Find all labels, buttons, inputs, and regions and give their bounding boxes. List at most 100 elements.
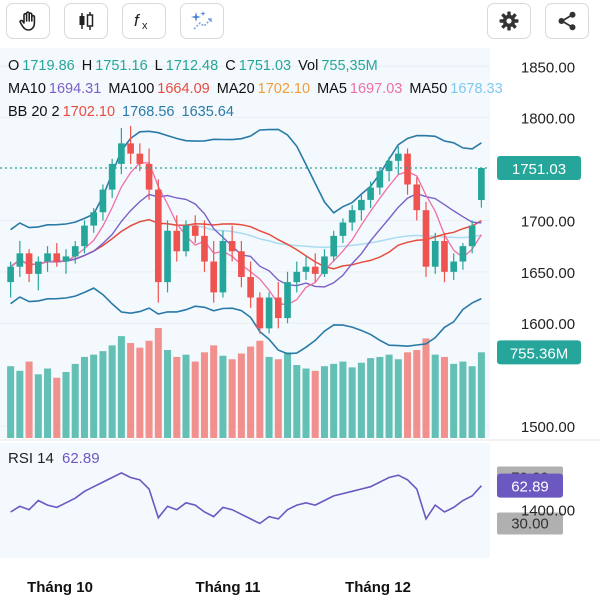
ma10-label: MA10 — [8, 81, 46, 97]
x-axis-label: Tháng 12 — [345, 579, 411, 596]
gear-icon — [499, 11, 519, 31]
candle-body — [348, 210, 356, 223]
volume-bar — [210, 345, 218, 438]
svg-text:f: f — [134, 11, 141, 30]
bb-label: BB 20 2 — [8, 104, 60, 120]
chart-svg[interactable]: 1850.00 1800.00 1700.00 1650.00 1600.00 1500.… — [0, 48, 600, 600]
ohlc-l-label: L — [154, 58, 163, 74]
candle-body — [265, 297, 273, 329]
candle-body — [127, 143, 134, 154]
volume-bar — [99, 351, 107, 438]
candle-body — [154, 189, 162, 283]
volume-bar — [62, 372, 70, 438]
candle-body — [376, 171, 384, 188]
ohlc-c-value: 1751.03 — [238, 58, 292, 74]
price-tick-label: 1700.00 — [521, 213, 575, 230]
chart-type-button[interactable] — [64, 3, 108, 39]
ohlc-h-label: H — [81, 58, 93, 74]
ohlc-l-value: 1712.48 — [165, 58, 219, 74]
candle-body — [367, 187, 374, 200]
volume-bar — [182, 354, 190, 438]
volume-bar — [450, 363, 458, 438]
candle-body — [321, 256, 328, 274]
candle-body — [385, 160, 393, 172]
settings-button[interactable] — [487, 3, 531, 39]
volume-bar — [127, 343, 135, 438]
candle-body — [145, 163, 153, 190]
share-button[interactable] — [545, 3, 589, 39]
volume-bar — [357, 362, 365, 438]
ma10-line — [10, 192, 482, 288]
ma100-value: 1664.09 — [157, 81, 210, 97]
rsi-30-badge — [497, 512, 563, 535]
volume-bar — [145, 340, 153, 438]
volume-bar — [191, 361, 199, 438]
ma50-label: MA50 — [409, 81, 448, 97]
candle-body — [413, 184, 421, 211]
candle-body — [459, 246, 467, 262]
x-axis-label: Tháng 11 — [195, 579, 260, 596]
candle-body — [90, 212, 98, 226]
price-tick-label: 1850.00 — [521, 59, 575, 76]
candle-body — [284, 282, 291, 319]
candle-body — [302, 266, 310, 272]
volume-bar — [477, 352, 485, 438]
volume-bar — [422, 338, 430, 438]
volume-bar — [71, 363, 79, 438]
volume-bar — [339, 361, 347, 438]
ma5-line — [10, 162, 482, 306]
ma100-label: MA100 — [108, 81, 155, 97]
rsi-current-label: 62.89 — [511, 479, 549, 496]
volume-bar — [44, 368, 52, 438]
candle-body — [247, 276, 254, 298]
chart-area[interactable]: 1850.00 1800.00 1700.00 1650.00 1600.00 1500.… — [0, 48, 600, 600]
ohlc-legend: O 1719.86 H 1751.16 L 1712.48 C 1751.03 Vol 7… — [8, 58, 381, 74]
rsi-label: RSI 14 — [8, 450, 54, 467]
hand-tool-button[interactable] — [6, 3, 50, 39]
rsi-axis-tick-label: 1400.00 — [521, 503, 575, 520]
volume-bar — [117, 336, 125, 438]
volume-bar — [136, 347, 144, 438]
ohlc-c-label: C — [225, 58, 236, 74]
bb-upper-value: 1768.56 — [122, 104, 175, 120]
bollinger-lower-line — [10, 287, 482, 355]
candle-body — [431, 241, 439, 267]
candle-body — [191, 225, 199, 236]
bb-lower-value: 1635.64 — [181, 104, 234, 120]
drawing-tool-button[interactable] — [180, 3, 224, 39]
candle-body — [164, 230, 171, 283]
candle-body — [71, 246, 79, 257]
candle-body — [136, 153, 144, 164]
candle-body — [358, 199, 365, 211]
volume-bar — [108, 345, 116, 438]
volume-bar — [293, 365, 301, 438]
volume-bar — [173, 356, 181, 438]
volume-bar — [367, 358, 375, 438]
candle-body — [404, 153, 411, 185]
fx-icon: f x — [134, 11, 148, 32]
volume-bar — [80, 356, 88, 438]
candle-body — [478, 167, 485, 201]
volume-bar — [440, 356, 448, 438]
volume-bar — [53, 377, 61, 438]
rsi-value-text: 62.89 — [62, 450, 100, 467]
candle-body — [62, 256, 70, 262]
candle-body — [99, 189, 107, 213]
rsi-current-badge — [497, 473, 563, 498]
toolbar: f x — [0, 0, 600, 46]
ohlc-vol-label: Vol — [298, 58, 319, 74]
volume-bar — [302, 368, 310, 438]
candle-body — [118, 143, 125, 164]
indicator-button[interactable]: f x — [122, 3, 166, 39]
volume-bar — [200, 352, 208, 438]
ohlc-vol-value: 755,35M — [321, 58, 378, 74]
price-tick-label: 1600.00 — [521, 316, 575, 333]
candle-body — [394, 153, 402, 161]
volume-bar — [348, 367, 356, 438]
candle-body — [311, 266, 319, 274]
candle-body — [422, 210, 430, 267]
candle-body — [53, 253, 61, 262]
ma-legend: MA10 1694.31 MA100 1664.09 MA20 1702.10 MA5… — [8, 81, 506, 97]
last-price-badge — [497, 155, 581, 180]
volume-bar — [330, 363, 338, 438]
